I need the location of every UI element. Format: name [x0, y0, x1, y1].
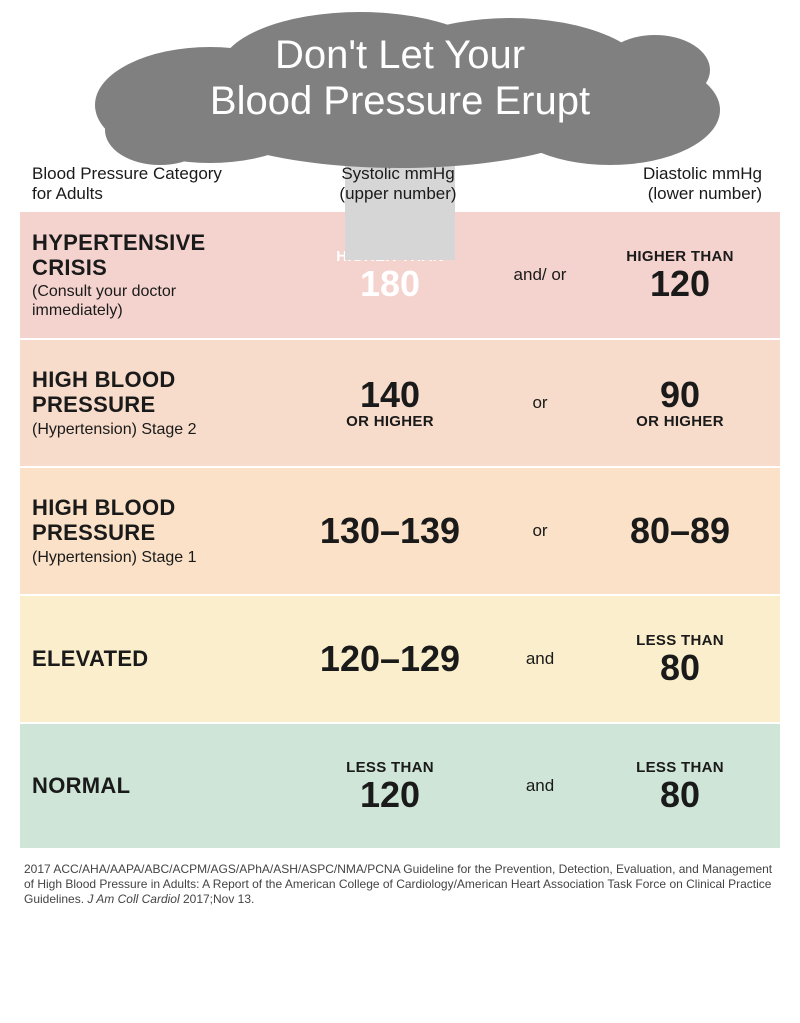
connector-cell: and — [500, 649, 580, 669]
diastolic-bot: OR HIGHER — [584, 413, 776, 430]
systolic-value: 130–139 — [284, 512, 496, 550]
systolic-value: 180 — [284, 265, 496, 303]
category-name: NORMAL — [32, 773, 268, 798]
category-cell: ELEVATED — [20, 636, 280, 681]
connector-cell: or — [500, 521, 580, 541]
systolic-cell: 140OR HIGHER — [280, 366, 500, 441]
systolic-value: 120–129 — [284, 640, 496, 678]
citation-journal: J Am Coll Cardiol — [87, 892, 179, 906]
connector-cell: or — [500, 393, 580, 413]
table-row: NORMAL LESS THAN120andLESS THAN80 — [20, 722, 780, 850]
category-cell: HIGH BLOOD PRESSURE (Hypertension) Stage … — [20, 485, 280, 577]
category-name: HIGH BLOOD PRESSURE — [32, 367, 268, 418]
title-line-1: Don't Let Your — [275, 33, 525, 77]
infographic-container: Don't Let Your Blood Pressure Erupt Bloo… — [0, 0, 800, 927]
table-row: HIGH BLOOD PRESSURE (Hypertension) Stage … — [20, 466, 780, 594]
systolic-bot: OR HIGHER — [284, 413, 496, 430]
category-name: HIGH BLOOD PRESSURE — [32, 495, 268, 546]
systolic-cell: LESS THAN120 — [280, 749, 500, 824]
category-cell: NORMAL — [20, 763, 280, 808]
citation: 2017 ACC/AHA/AAPA/ABC/ACPM/AGS/APhA/ASH/… — [20, 862, 780, 907]
connector-cell: and/ or — [500, 265, 580, 285]
diastolic-cell: 90OR HIGHER — [580, 366, 780, 441]
header-area: Don't Let Your Blood Pressure Erupt Bloo… — [20, 0, 780, 210]
systolic-value: 120 — [284, 776, 496, 814]
diastolic-value: 80–89 — [584, 512, 776, 550]
diastolic-value: 80 — [584, 649, 776, 687]
connector-cell: and — [500, 776, 580, 796]
citation-suffix: 2017;Nov 13. — [180, 892, 255, 906]
diastolic-cell: HIGHER THAN120 — [580, 238, 780, 313]
title: Don't Let Your Blood Pressure Erupt — [100, 32, 700, 124]
category-name: ELEVATED — [32, 646, 268, 671]
diastolic-cell: 80–89 — [580, 502, 780, 560]
category-cell: HYPERTENSIVE CRISIS(Consult your doctor … — [20, 220, 280, 331]
rows-container: HYPERTENSIVE CRISIS(Consult your doctor … — [20, 210, 780, 850]
category-name: HYPERTENSIVE CRISIS — [32, 230, 268, 281]
category-note: (Consult your doctor immediately) — [32, 282, 268, 320]
table-row: HIGH BLOOD PRESSURE (Hypertension) Stage … — [20, 338, 780, 466]
systolic-cell: 130–139 — [280, 502, 500, 560]
diastolic-cell: LESS THAN80 — [580, 749, 780, 824]
systolic-value: 140 — [284, 376, 496, 414]
category-note: (Hypertension) Stage 1 — [32, 548, 268, 567]
title-line-2: Blood Pressure Erupt — [210, 79, 590, 123]
diastolic-value: 120 — [584, 265, 776, 303]
table-row: ELEVATED 120–129andLESS THAN80 — [20, 594, 780, 722]
diastolic-value: 90 — [584, 376, 776, 414]
diastolic-cell: LESS THAN80 — [580, 622, 780, 697]
systolic-cell: 120–129 — [280, 630, 500, 688]
bp-chart: HYPERTENSIVE CRISIS(Consult your doctor … — [20, 210, 780, 850]
category-cell: HIGH BLOOD PRESSURE (Hypertension) Stage … — [20, 357, 280, 449]
category-note: (Hypertension) Stage 2 — [32, 420, 268, 439]
diastolic-value: 80 — [584, 776, 776, 814]
